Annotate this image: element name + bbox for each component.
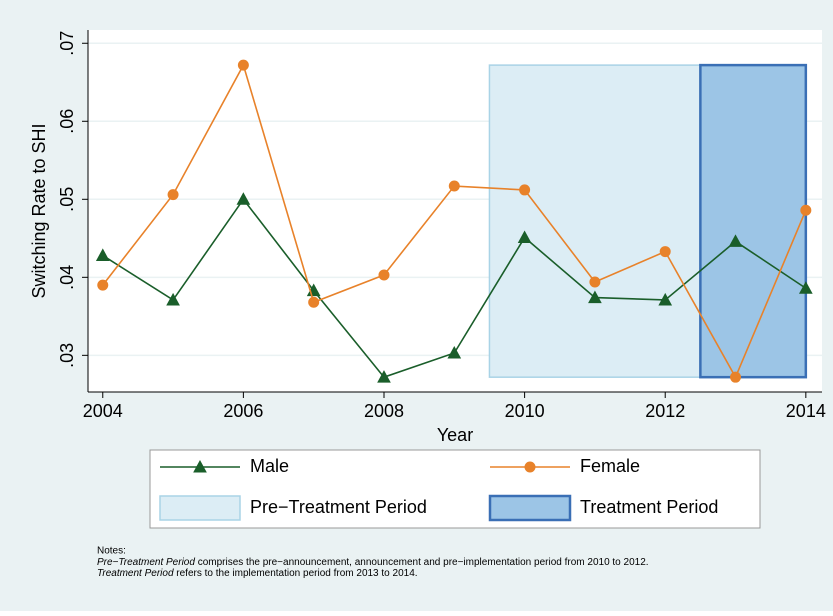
legend-label: Female (580, 456, 640, 476)
legend-label: Treatment Period (580, 497, 718, 517)
y-tick-label: .06 (57, 109, 77, 134)
x-tick-label: 2006 (223, 401, 263, 421)
y-axis-title: Switching Rate to SHI (29, 123, 49, 298)
marker (524, 461, 536, 473)
note-line: Treatment Period refers to the implement… (97, 568, 418, 579)
marker (658, 292, 673, 306)
y-tick-label: .07 (57, 31, 77, 56)
marker (166, 292, 180, 306)
marker (800, 204, 812, 216)
note-line: Pre−Treatment Period comprises the pre−a… (97, 557, 649, 568)
marker (447, 345, 462, 359)
marker (377, 370, 391, 383)
note-italic: Treatment Period (97, 568, 174, 579)
marker (728, 234, 743, 247)
marker (167, 189, 179, 201)
note-italic: Pre−Treatment Period (97, 557, 195, 568)
marker (588, 290, 602, 304)
period-band (488, 64, 702, 378)
legend-swatch (488, 494, 572, 522)
legend-label: Male (250, 456, 289, 476)
marker (236, 192, 251, 205)
x-tick-label: 2008 (364, 401, 404, 421)
legend-label: Pre−Treatment Period (250, 497, 427, 517)
legend (149, 449, 761, 529)
marker (659, 246, 671, 258)
marker (448, 180, 460, 192)
y-tick-label: .04 (57, 265, 77, 290)
plot (82, 30, 822, 398)
marker (193, 459, 207, 473)
marker (519, 184, 531, 196)
legend-items: Male Female Pre−Treatment Period Treatment … (159, 456, 718, 522)
y-tick-label: .05 (57, 187, 77, 212)
marker (378, 269, 390, 281)
x-tick-label: 2004 (83, 401, 123, 421)
y-tick-label: .03 (57, 343, 77, 368)
marker (308, 296, 320, 308)
marker (517, 230, 532, 244)
note-text: comprises the pre−announcement, announce… (195, 557, 649, 568)
marker (589, 276, 601, 288)
notes-heading: Notes: (97, 546, 126, 557)
x-tick-label: 2012 (645, 401, 685, 421)
legend-swatch (159, 495, 241, 521)
note-text: refers to the implementation period from… (174, 568, 418, 579)
marker (798, 281, 813, 294)
x-axis-title: Year (437, 425, 473, 445)
x-tick-label: 2010 (505, 401, 545, 421)
marker (730, 371, 742, 383)
x-tick-label: 2014 (786, 401, 826, 421)
marker (97, 279, 109, 291)
marker (95, 248, 110, 261)
period-band (699, 63, 808, 379)
marker (237, 59, 249, 71)
